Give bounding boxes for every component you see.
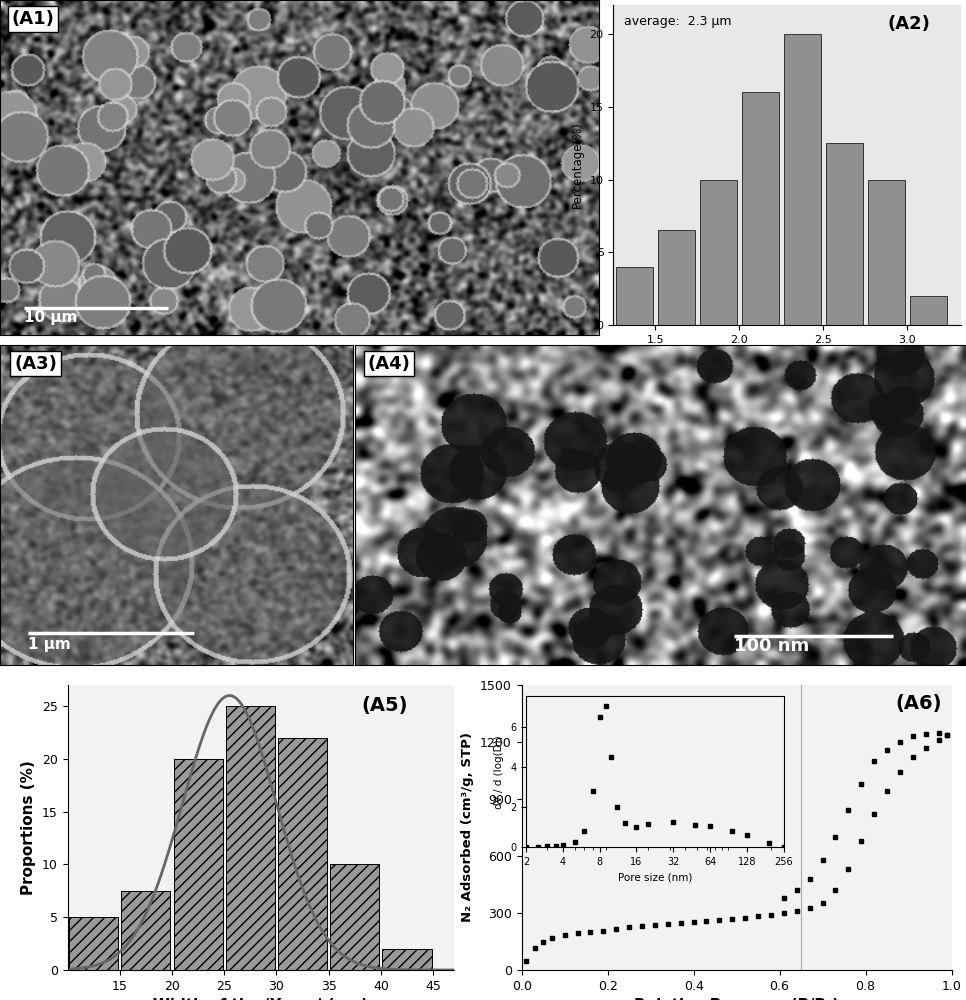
Bar (330, 864, 380, 970)
Text: (A4): (A4) (368, 355, 411, 373)
Bar (742, 92, 779, 325)
Text: (A3): (A3) (14, 355, 57, 373)
Bar (700, 180, 737, 325)
Bar (383, 949, 432, 970)
Bar (784, 34, 821, 325)
Text: (A2): (A2) (888, 15, 930, 33)
Text: (A5): (A5) (361, 696, 408, 715)
Bar (70, 917, 118, 970)
Bar (174, 759, 223, 970)
Bar (616, 267, 653, 325)
X-axis label: Particle size ( μm ): Particle size ( μm ) (732, 350, 842, 363)
Text: average:  2.3 μm: average: 2.3 μm (624, 15, 731, 28)
Text: 1 μm: 1 μm (28, 637, 71, 652)
Bar (226, 706, 275, 970)
Bar (658, 230, 695, 325)
Text: (A1): (A1) (12, 10, 55, 28)
Bar (910, 296, 947, 325)
X-axis label: Relative Pressure (P/P₀): Relative Pressure (P/P₀) (634, 998, 839, 1000)
Bar (278, 738, 327, 970)
Text: 100 nm: 100 nm (734, 637, 810, 655)
Text: (A6): (A6) (895, 694, 942, 713)
Bar (867, 180, 905, 325)
X-axis label: Width of the 'Yarns' (nm): Width of the 'Yarns' (nm) (154, 998, 368, 1000)
Bar (826, 143, 863, 325)
Text: 10 μm: 10 μm (24, 310, 77, 325)
Y-axis label: Percentage(%): Percentage(%) (571, 122, 584, 208)
Bar (122, 891, 170, 970)
Y-axis label: N₂ Adsorbed (cm³/g, STP): N₂ Adsorbed (cm³/g, STP) (462, 732, 474, 922)
Y-axis label: Proportions (%): Proportions (%) (21, 760, 37, 895)
